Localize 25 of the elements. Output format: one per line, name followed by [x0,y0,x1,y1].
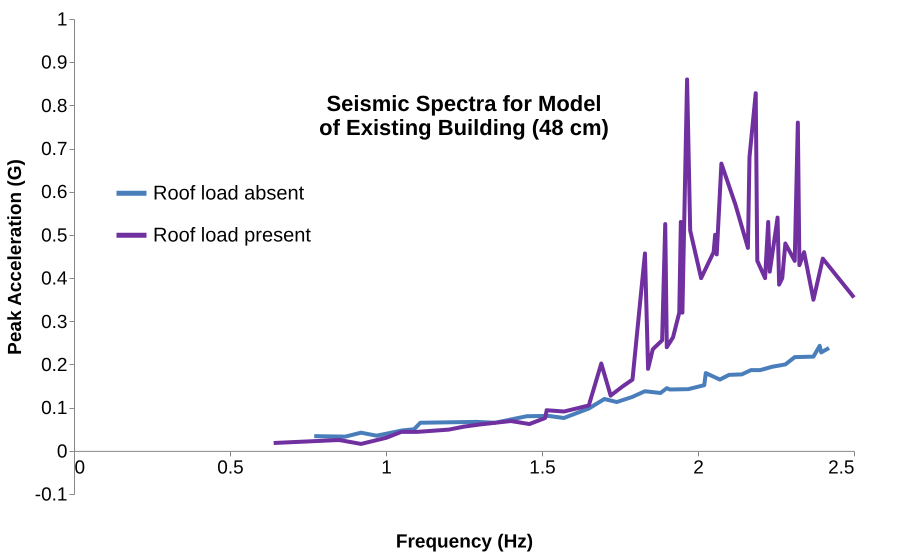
y-tick-label: 0.7 [41,139,68,160]
x-tick-label: 1 [381,457,392,478]
line-series [312,344,832,439]
x-axis-title: Frequency (Hz) [396,532,534,552]
y-tick-label: 0.8 [41,96,68,117]
y-tick-label: 0.1 [41,398,68,420]
y-axis-title: Peak Acceleration (G) [4,159,26,355]
text: of Existing Building (48 cm) [319,115,609,140]
y-tick-label: 0.4 [41,268,68,290]
x-tick-label: 0.5 [217,457,244,478]
y-tick-label: 0.6 [41,182,68,204]
legend-label: Roof load present [153,224,312,246]
y-tick-label: 1 [56,10,68,30]
y-tick-label: 0.9 [41,52,68,74]
text: Seismic Spectra for Model [326,91,602,116]
y-tick-label: 0.3 [41,312,68,333]
x-tick-label: 0 [74,457,86,478]
y-tick-label: -0.1 [34,484,68,506]
y-tick-label: 0.2 [41,354,68,376]
x-tick-label: 1.5 [529,457,556,478]
legend-label: Roof load absent [153,182,305,204]
y-tick-label: 0 [56,441,68,462]
y-tick-label: 0.5 [41,225,68,246]
x-tick-label: 2.5 [828,457,854,478]
x-tick-label: 2 [693,457,704,478]
